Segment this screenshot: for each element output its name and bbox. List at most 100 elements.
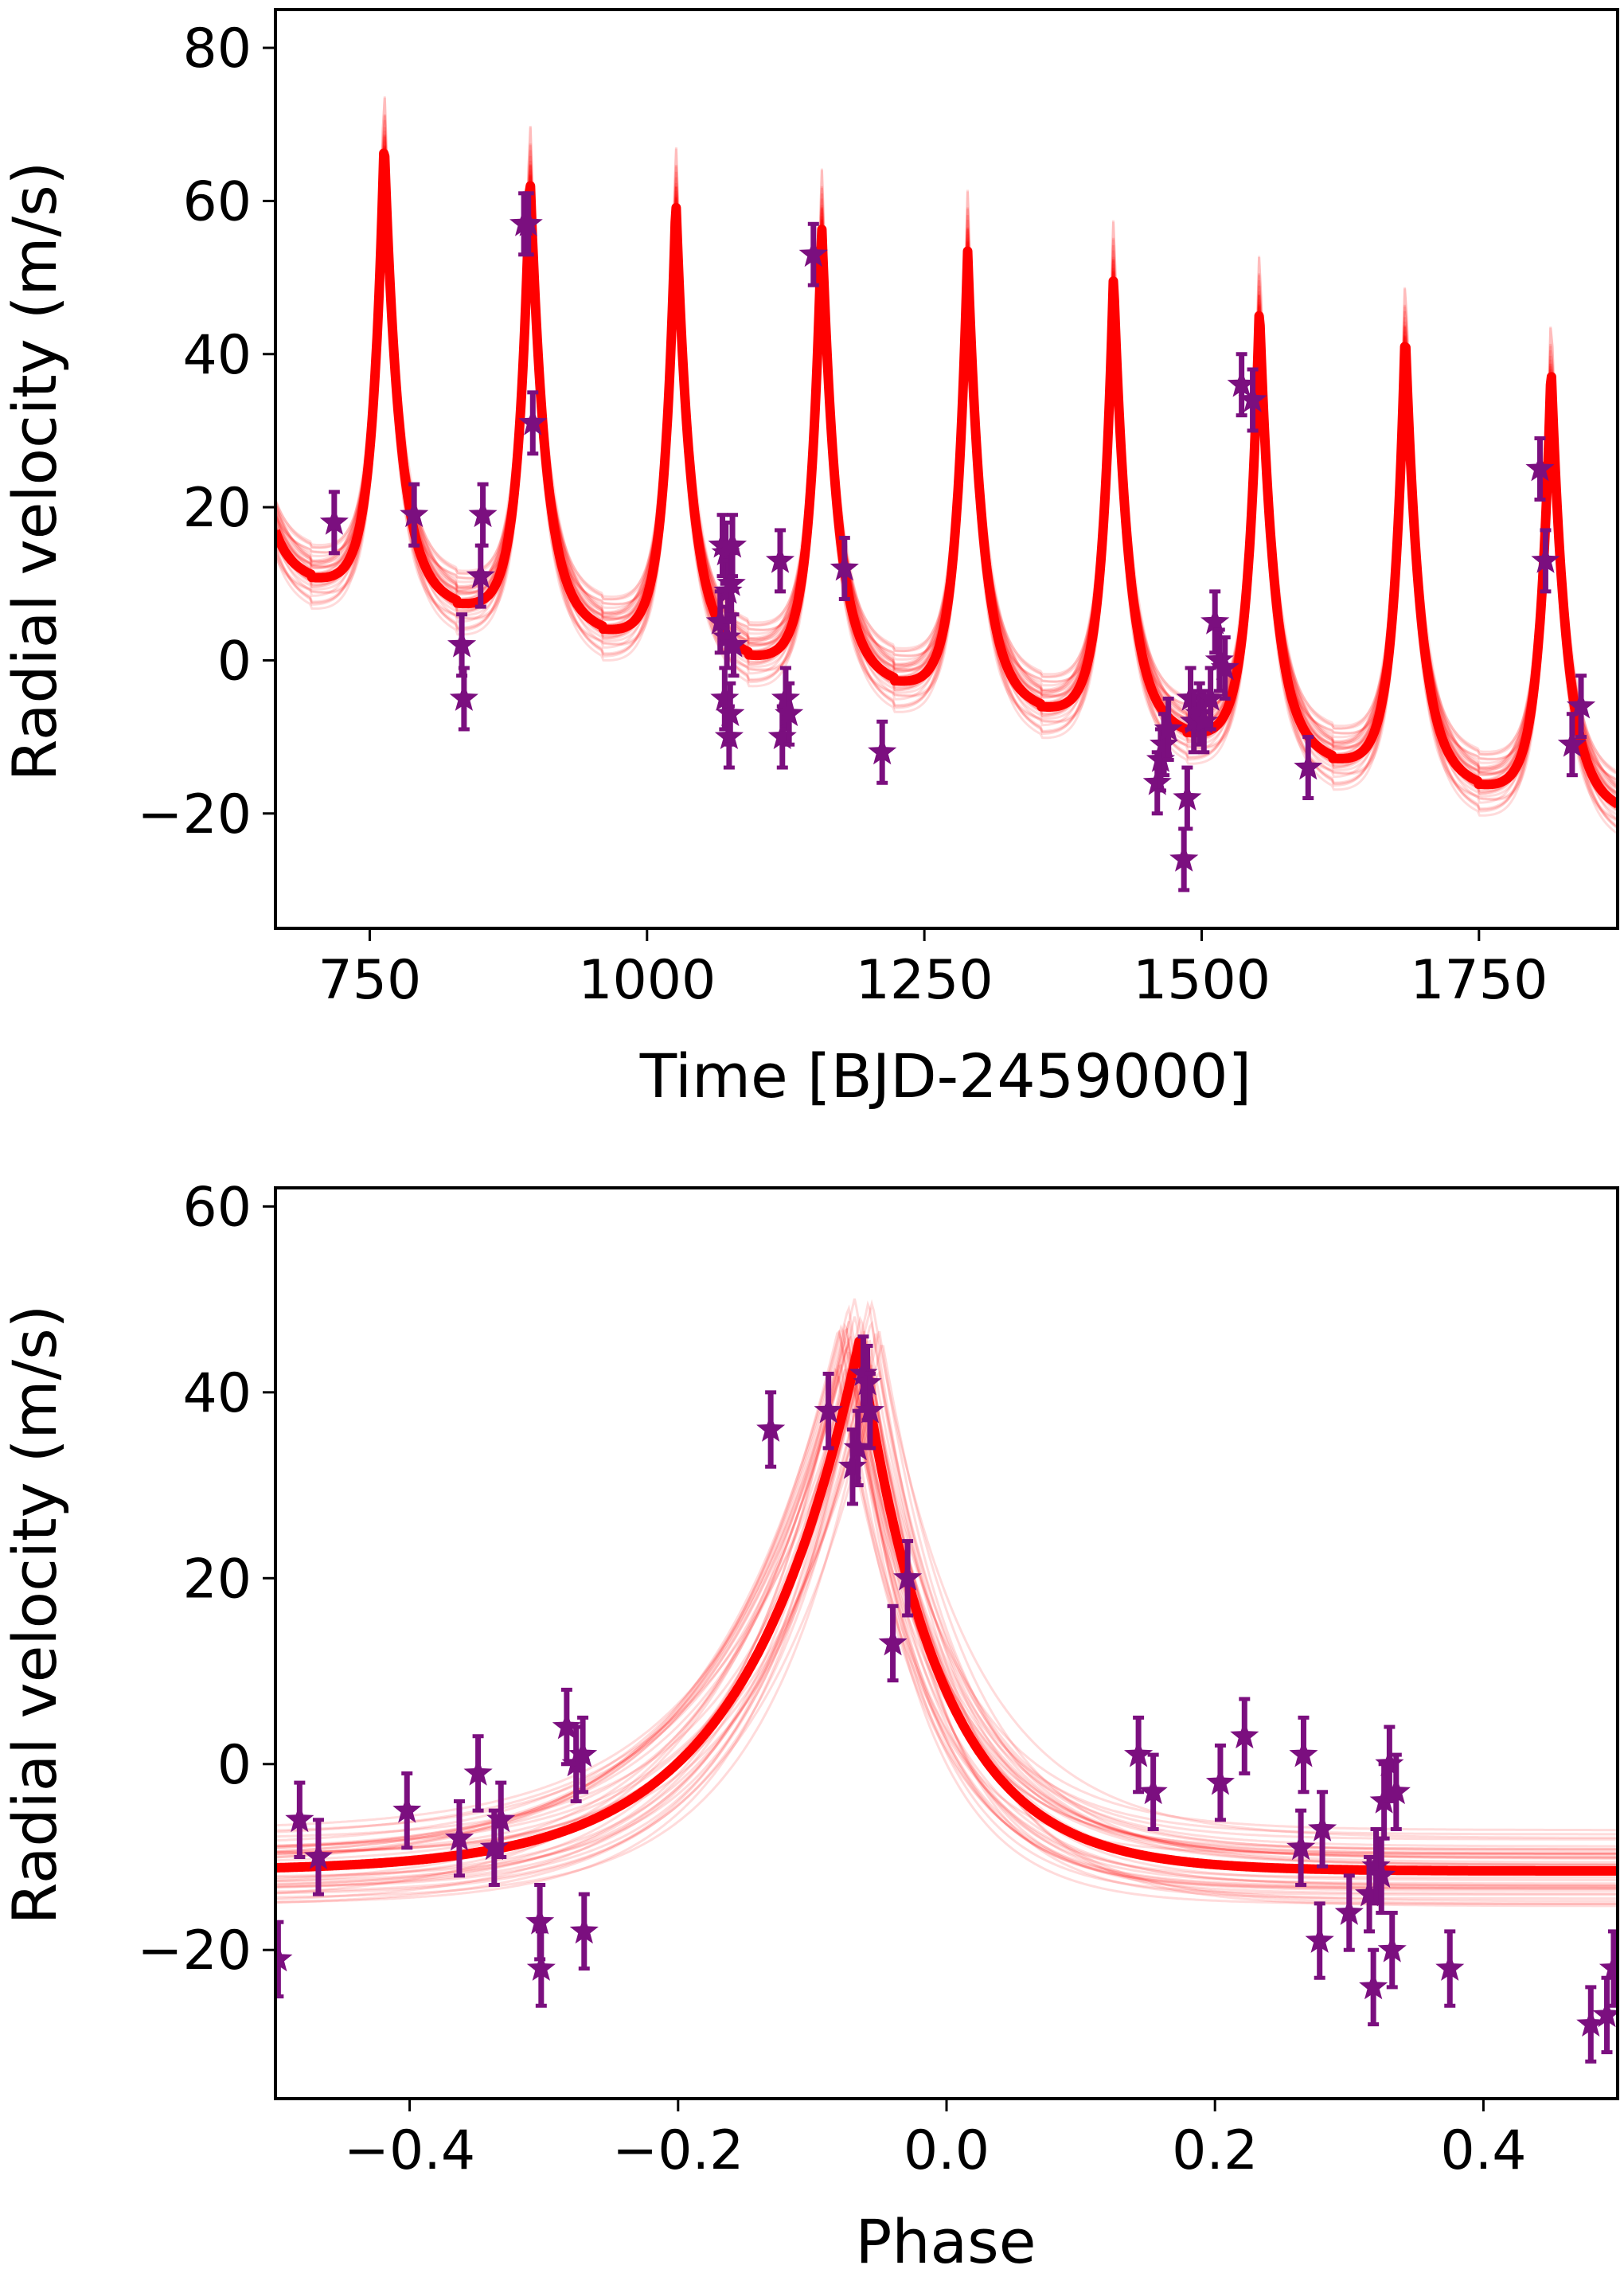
data-point: [718, 530, 748, 558]
data-point: [712, 622, 742, 650]
data-points: [319, 191, 1596, 892]
data-point: [1305, 1925, 1334, 1953]
axes-frame: [274, 8, 1619, 930]
x-tick-label: 0.4: [1440, 2119, 1526, 2182]
x-tick-label: 0.0: [904, 2119, 990, 2182]
data-point: [1566, 691, 1596, 719]
data-point: [444, 1823, 474, 1851]
data-point: [1377, 1935, 1407, 1963]
data-point: [1359, 1971, 1388, 2000]
data-point: [392, 1795, 422, 1823]
data-point: [1367, 1860, 1396, 1888]
data-point: [1381, 1776, 1411, 1805]
data-point: [275, 1943, 293, 1972]
data-point: [1531, 545, 1560, 573]
data-point: [479, 1832, 509, 1861]
data-point: [447, 630, 477, 658]
y-tick-label: 20: [182, 1548, 252, 1611]
time-series-axes: 750 1000 1250 1500 1750 −20 0 20 40 60 80: [137, 8, 1619, 1012]
y-tick-label: 40: [182, 1362, 252, 1425]
data-point: [775, 698, 804, 727]
data-point: [798, 239, 828, 268]
data-point: [893, 1563, 923, 1591]
data-point: [814, 1396, 843, 1424]
data-point: [1185, 698, 1214, 727]
data-point: [855, 1396, 884, 1424]
data-point: [569, 1916, 599, 1944]
data-point: [1196, 683, 1225, 711]
data-point: [285, 1804, 314, 1833]
x-tick-label: 0.2: [1172, 2119, 1258, 2182]
data-point: [1176, 683, 1205, 711]
data-point: [568, 1740, 598, 1767]
data-point: [486, 1804, 516, 1833]
posterior-draw-curve: [275, 1383, 1618, 1905]
data-point: [1557, 729, 1587, 757]
data-point: [1286, 1832, 1316, 1861]
model-curves: [275, 96, 1618, 835]
data-point: [1294, 752, 1323, 780]
posterior-draw-curve: [275, 1364, 1618, 1889]
data-point: [1210, 653, 1239, 681]
posterior-draw-curve: [275, 1360, 1618, 1895]
data-point: [525, 1907, 555, 1935]
phase-folded-axes: −0.4 −0.2 0.0 0.2 0.4 −20 0 20 40 60: [137, 1176, 1619, 2182]
data-point: [830, 553, 859, 581]
posterior-draw-curve: [275, 1369, 1618, 1905]
data-point: [771, 683, 800, 711]
data-point: [1146, 744, 1175, 772]
posterior-draw-curve: [275, 1351, 1618, 1890]
data-point: [1230, 1720, 1259, 1749]
data-point: [1525, 454, 1555, 482]
data-point: [837, 1451, 868, 1479]
data-point: [1599, 1953, 1618, 1981]
x-tick-label: 1000: [578, 949, 716, 1012]
data-point: [878, 1628, 908, 1656]
y-tick-label: 60: [182, 170, 252, 233]
time-series-plot-area: [275, 96, 1618, 892]
data-point: [849, 1358, 878, 1386]
y-tick-label: 80: [182, 18, 252, 80]
y-tick-label: 60: [182, 1176, 252, 1239]
time-series-y-axis-label: Radial velocity (m/s): [0, 162, 70, 782]
data-point: [400, 499, 429, 528]
data-point: [1124, 1740, 1154, 1767]
x-tick-label: 1500: [1133, 949, 1271, 1012]
data-point: [1189, 706, 1219, 734]
y-tick-label: −20: [137, 1920, 252, 1982]
data-point: [719, 630, 748, 658]
phase-folded-plot-area: [275, 1298, 1618, 2064]
data-point: [756, 1414, 786, 1442]
data-point: [1576, 2009, 1606, 2037]
y-tick-label: 20: [182, 477, 252, 540]
data-point: [1308, 1814, 1337, 1842]
time-series-panel: 750 1000 1250 1500 1750 −20 0 20 40 60 80 Time [BJ…: [0, 8, 1619, 1111]
data-point: [319, 507, 349, 535]
data-point: [518, 408, 548, 435]
x-tick-label: −0.4: [344, 2119, 475, 2182]
posterior-draw-curve: [275, 1365, 1618, 1885]
data-point: [466, 560, 495, 588]
posterior-draw-curve: [275, 1349, 1618, 1879]
data-point: [1154, 714, 1183, 742]
time-series-x-axis-label: Time [BJD-2459000]: [639, 1041, 1251, 1111]
posterior-draw-curve: [275, 1351, 1618, 1888]
best-fit-curve: [275, 148, 1618, 809]
data-point: [513, 209, 543, 236]
phase-folded-panel: −0.4 −0.2 0.0 0.2 0.4 −20 0 20 40 60 Phase Radial…: [0, 1176, 1619, 2277]
data-point: [716, 698, 745, 727]
data-point: [1200, 607, 1230, 635]
data-point: [1592, 1999, 1618, 2028]
data-point: [1150, 729, 1179, 757]
data-point: [1238, 385, 1267, 412]
y-tick-label: 0: [217, 1734, 252, 1797]
y-tick-label: 0: [217, 630, 252, 693]
data-point: [1375, 1748, 1404, 1777]
data-point: [1204, 645, 1234, 673]
x-tick-label: −0.2: [612, 2119, 744, 2182]
data-point: [765, 545, 795, 573]
data-point: [1205, 1767, 1235, 1795]
phase-folded-y-axis-label: Radial velocity (m/s): [0, 1305, 70, 1925]
data-point: [1173, 783, 1202, 810]
data-point: [1361, 1851, 1391, 1879]
